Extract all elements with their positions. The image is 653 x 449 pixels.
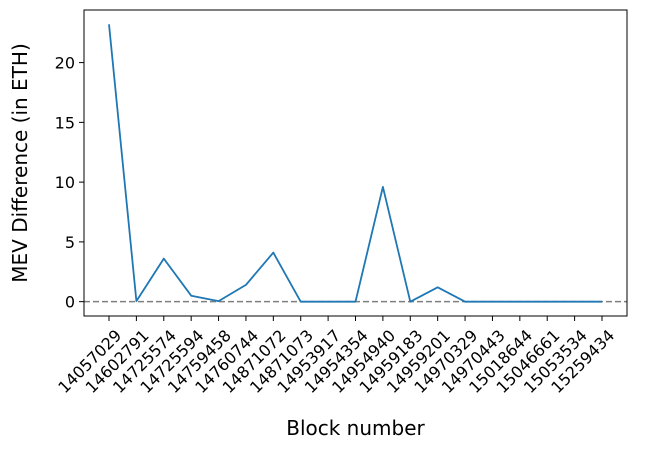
plot-area: [83, 9, 628, 317]
x-axis-label: Block number: [286, 416, 425, 440]
y-tick-label: 20: [55, 54, 75, 73]
y-axis-label: MEV Difference (in ETH): [8, 43, 32, 282]
y-axis: 0 5 10 15 20: [55, 54, 84, 312]
y-tick-label: 5: [65, 233, 75, 252]
series-line: [108, 24, 602, 303]
y-tick-label: 0: [65, 293, 75, 312]
y-tick-label: 15: [55, 113, 75, 132]
axes-frame: [83, 9, 628, 317]
y-tick-label: 10: [55, 173, 75, 192]
x-axis: 1405702914602791147255741472559414759458…: [54, 316, 618, 397]
